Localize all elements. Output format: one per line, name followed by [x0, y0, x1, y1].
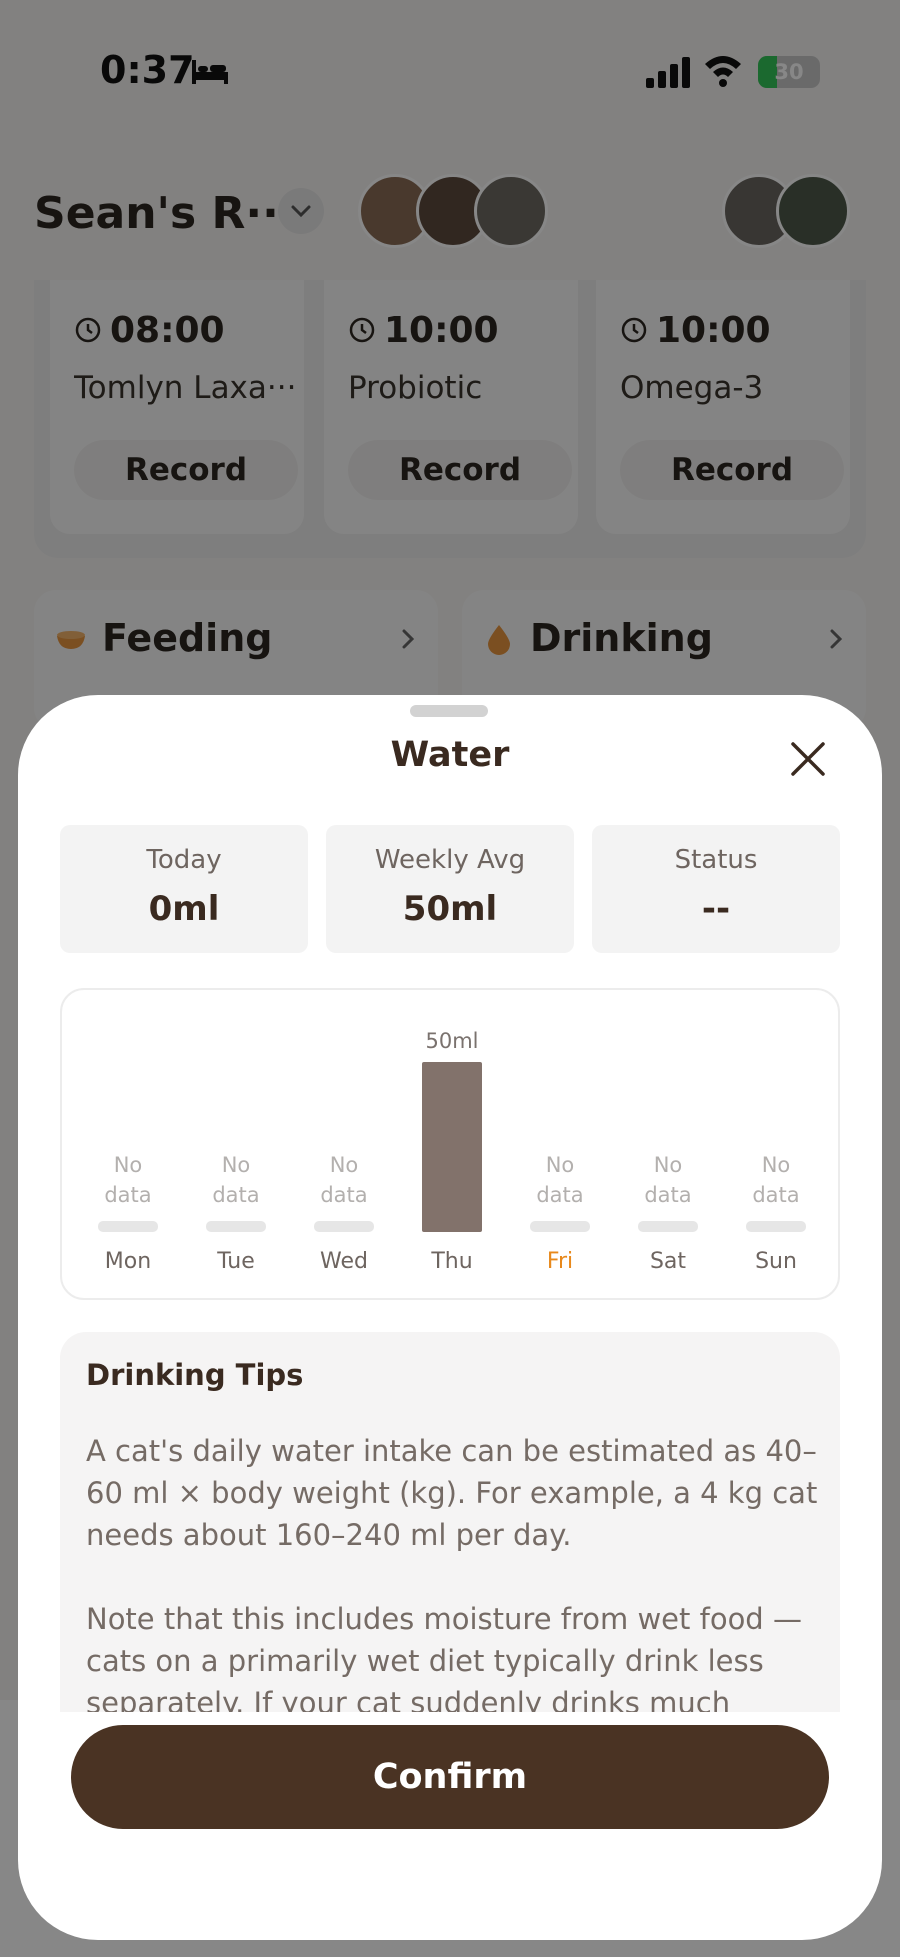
clock-icon	[349, 317, 375, 343]
x-tick-label: Mon	[105, 1249, 151, 1274]
member-avatar-group[interactable]	[722, 174, 850, 248]
record-button[interactable]: Record	[348, 440, 572, 500]
tips-text: A cat's daily water intake can be estima…	[86, 1434, 818, 1712]
chevron-right-icon	[830, 629, 843, 649]
no-data-label: No	[546, 1153, 575, 1177]
no-data-label: data	[104, 1183, 151, 1207]
empty-bar	[314, 1221, 374, 1232]
stat-value: 50ml	[402, 889, 498, 929]
x-tick-label: Wed	[320, 1249, 368, 1274]
home-header: Sean's R···	[0, 160, 900, 260]
stat-card-weekly-avg: Weekly Avg 50ml	[326, 825, 574, 953]
sheet-drag-handle[interactable]	[410, 705, 488, 717]
stat-card-status: Status --	[592, 825, 840, 953]
feeding-widget-title: Feeding	[102, 616, 273, 660]
stat-label: Weekly Avg	[374, 845, 526, 875]
x-tick-label: Fri	[547, 1249, 573, 1274]
no-data-label: data	[536, 1183, 583, 1207]
medication-card: 10:00 Omega-3 Record	[596, 280, 850, 534]
medication-name: Probiotic	[348, 370, 483, 406]
no-data-label: data	[752, 1183, 799, 1207]
no-data-label: No	[330, 1153, 359, 1177]
stat-value: 0ml	[148, 889, 220, 929]
drinking-widget-title: Drinking	[530, 616, 713, 660]
food-bowl-icon	[57, 631, 85, 649]
empty-bar	[206, 1221, 266, 1232]
tips-title: Drinking Tips	[86, 1358, 304, 1392]
bar-value-label: 50ml	[425, 1029, 478, 1053]
drinking-tips-card[interactable]: Drinking Tips A cat's daily water intake…	[60, 1332, 840, 1712]
battery-indicator: 30	[758, 56, 820, 88]
status-bar: 0:37 30	[0, 0, 900, 140]
medication-card: 10:00 Probiotic Record	[324, 280, 578, 534]
empty-bar	[98, 1221, 158, 1232]
medication-time: 08:00	[110, 309, 225, 351]
no-data-label: No	[762, 1153, 791, 1177]
x-tick-label: Tue	[216, 1249, 255, 1274]
clock-icon	[75, 317, 101, 343]
record-button[interactable]: Record	[620, 440, 844, 500]
no-data-label: data	[320, 1183, 367, 1207]
empty-bar	[746, 1221, 806, 1232]
water-drop-icon	[488, 625, 510, 655]
close-icon	[791, 742, 825, 776]
clock-icon	[621, 317, 647, 343]
stat-value: --	[701, 889, 731, 929]
confirm-button[interactable]: Confirm	[71, 1725, 829, 1829]
chevron-down-icon	[291, 205, 311, 218]
medication-card: 08:00 Tomlyn Laxa··· Record	[50, 280, 304, 534]
battery-percent: 30	[774, 60, 804, 84]
status-time: 0:37	[100, 48, 195, 92]
wifi-icon	[705, 56, 741, 87]
medication-time: 10:00	[384, 309, 499, 351]
stat-label: Today	[146, 845, 222, 875]
no-data-label: data	[644, 1183, 691, 1207]
x-tick-label: Sat	[650, 1249, 686, 1274]
no-data-label: No	[114, 1153, 143, 1177]
member-avatar[interactable]	[776, 174, 850, 248]
chevron-right-icon	[402, 629, 415, 649]
no-data-label: data	[212, 1183, 259, 1207]
cellular-signal-icon	[646, 57, 690, 88]
x-tick-label: Thu	[430, 1249, 472, 1274]
pet-avatar[interactable]	[474, 174, 548, 248]
close-button[interactable]	[782, 733, 834, 785]
bar	[422, 1062, 482, 1232]
medication-panel: 08:00 Tomlyn Laxa··· Record 10:00 Probio…	[34, 280, 866, 558]
modal-title: Water	[390, 735, 510, 775]
room-name[interactable]: Sean's R···	[34, 188, 296, 239]
record-button[interactable]: Record	[74, 440, 298, 500]
medication-name: Tomlyn Laxa···	[74, 370, 294, 406]
pet-avatar-group[interactable]	[358, 174, 548, 248]
medication-time: 10:00	[656, 309, 771, 351]
medication-name: Omega-3	[620, 370, 764, 406]
water-bar-chart: No data Mon No data Tue No data Wed 50ml Thu No data…	[98, 1029, 806, 1274]
stat-card-today: Today 0ml	[60, 825, 308, 953]
no-data-label: No	[222, 1153, 251, 1177]
stat-label: Status	[674, 845, 758, 875]
room-switcher-button[interactable]	[278, 188, 324, 234]
weekly-water-chart: No data Mon No data Tue No data Wed 50ml Thu No data…	[60, 988, 840, 1300]
x-tick-label: Sun	[755, 1249, 797, 1274]
no-data-label: No	[654, 1153, 683, 1177]
empty-bar	[638, 1221, 698, 1232]
empty-bar	[530, 1221, 590, 1232]
sleep-bed-icon	[192, 60, 228, 84]
battery-fill	[758, 56, 777, 88]
water-modal-sheet: Water Today 0ml Weekly Avg 50ml Status -…	[18, 695, 882, 1940]
